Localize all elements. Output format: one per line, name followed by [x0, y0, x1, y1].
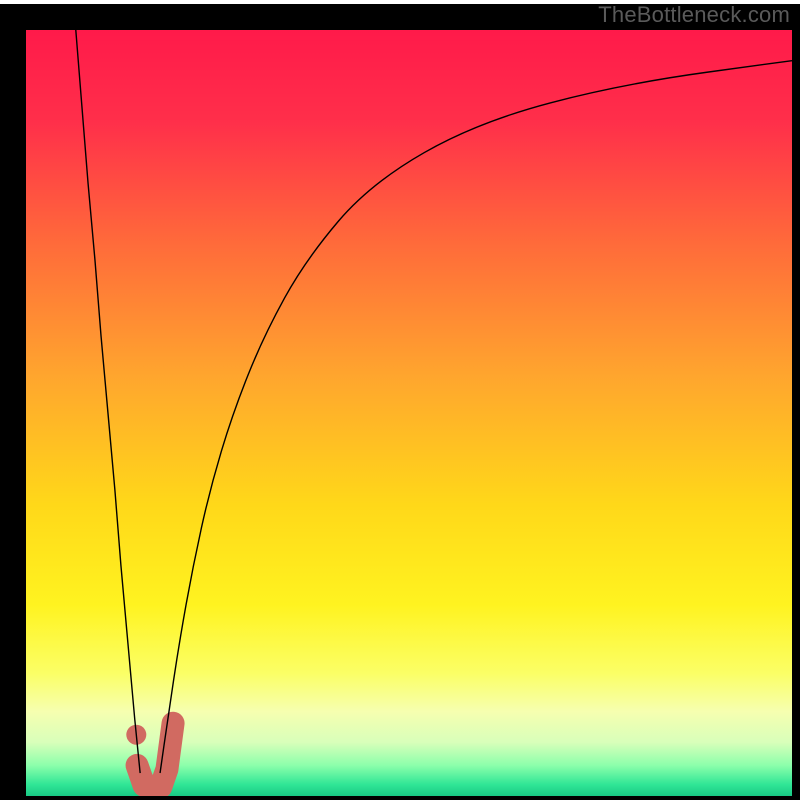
watermark-text: TheBottleneck.com — [598, 2, 790, 28]
plot-background — [26, 30, 792, 796]
chart-canvas: TheBottleneck.com — [0, 0, 800, 800]
plot-area — [0, 4, 800, 800]
plot-svg — [0, 4, 800, 800]
